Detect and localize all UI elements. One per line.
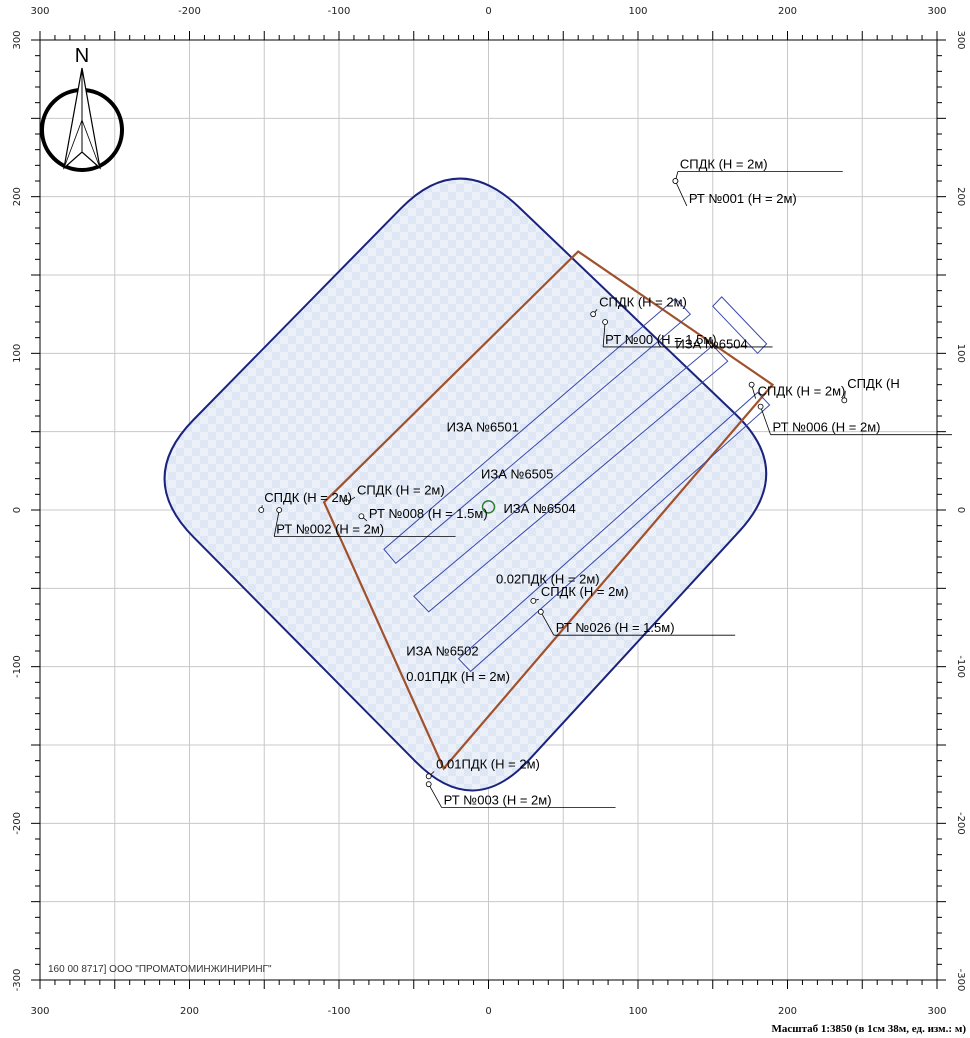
map-label: СПДК (Н = 2м): [758, 384, 846, 399]
axis-label-right: -300: [955, 969, 966, 992]
map-label: ИЗА №6501: [447, 420, 519, 435]
leader-line: [273, 509, 280, 537]
calc-point: [425, 781, 432, 788]
axis-label-bottom: -100: [328, 1006, 351, 1017]
axis-label-bottom: 300: [30, 1006, 49, 1017]
axis-label-right: -200: [955, 812, 966, 835]
axis-label-left: -200: [12, 812, 23, 835]
axis-label-right: 0: [955, 507, 966, 513]
leader-line: [540, 611, 555, 636]
map-label: РТ №00 (Н = 1.5м): [605, 332, 717, 347]
map-labels: СПДК (Н = 2м) РТ №001 (Н = 2м) СПДК (Н = 2…: [258, 156, 952, 808]
axis-label-right: 300: [955, 30, 966, 49]
leader-line: [602, 321, 606, 347]
map-label: СПДК (Н = 2м): [357, 482, 445, 497]
axis-label-top: -200: [178, 6, 201, 17]
emission-source: [457, 391, 771, 673]
map-label: ИЗА №6504: [503, 501, 575, 516]
axis-label-left: -100: [12, 655, 23, 678]
calc-point: [537, 608, 544, 615]
calc-point: [672, 178, 679, 184]
calc-point: [258, 507, 265, 513]
sanitary-zone-outline: [163, 177, 768, 792]
axis-label-left: 0: [12, 507, 23, 513]
calc-point: [748, 381, 755, 388]
calc-point: [841, 397, 848, 404]
map-label: СПДК (Н = 2м): [541, 584, 629, 599]
axis-label-top: 300: [927, 6, 946, 17]
axis-label-bottom: 100: [628, 1006, 647, 1017]
axis-label-bottom: 200: [180, 1006, 199, 1017]
map-label: 0.02ПДК (Н = 2м): [496, 572, 600, 587]
calc-point: [343, 499, 350, 506]
emission-source: [383, 297, 692, 565]
sanitary-zone-pattern: [164, 178, 767, 791]
axis-label-top: -100: [328, 6, 351, 17]
axis-label-top: 300: [30, 6, 49, 17]
calc-point: [358, 513, 365, 520]
map-label: ИЗА №6502: [406, 644, 478, 659]
calc-point: [276, 507, 283, 513]
map-label: РТ №001 (Н = 2м): [689, 191, 797, 206]
emission-source: [413, 344, 729, 613]
marker-point: [481, 500, 496, 514]
calc-point: [602, 319, 609, 325]
axis-label-left: -300: [12, 969, 23, 992]
axis-label-top: 0: [485, 6, 491, 17]
calc-point: [590, 311, 597, 318]
leader-line: [760, 406, 771, 435]
site-boundary: [322, 250, 775, 771]
map-label: СПДК (Н = 2м): [264, 490, 352, 505]
map-label: СПДК (Н = 2м): [680, 156, 768, 171]
axis-label-bottom: 300: [927, 1006, 946, 1017]
map-label: ИЗА №6504: [675, 337, 747, 352]
map-label: РТ №003 (Н = 2м): [444, 793, 552, 808]
calc-point: [530, 597, 537, 604]
axis-label-bottom: 0: [485, 1006, 491, 1017]
sanitary-zone-layer: [163, 177, 775, 792]
compass-icon: N: [40, 45, 124, 172]
calc-point: [425, 773, 432, 780]
map-label: РТ №026 (Н = 1.5м): [556, 620, 675, 635]
calc-point: [757, 403, 764, 410]
axis-label-right: -100: [955, 655, 966, 678]
map-label: 0.01ПДК (Н = 2м): [406, 669, 510, 684]
axis-label-right: 200: [955, 187, 966, 206]
organization-label: 160 00 8717] ООО "ПРОМАТОМИНЖИНИРИНГ": [48, 964, 272, 975]
leader-line: [675, 180, 688, 207]
north-label: N: [75, 45, 89, 67]
axis-label-top: 200: [778, 6, 797, 17]
map-label: СПДК (Н = 2м): [599, 294, 687, 309]
axis-labels: 300 -200 -100 0 100 200 300 300 200 -100 0 100 200 30…: [12, 6, 966, 1017]
map-label: РТ №006 (Н = 2м): [773, 420, 881, 435]
leader-line: [428, 783, 442, 808]
map-label: ИЗА №6505: [481, 467, 553, 482]
axis-label-top: 100: [628, 6, 647, 17]
axis-label-left: 300: [12, 30, 23, 49]
axis-ticks: [31, 31, 946, 989]
map-label: РТ №008 (Н = 1.5м): [369, 506, 488, 521]
axis-label-right: 100: [955, 344, 966, 363]
scale-label: Масштаб 1:3850 (в 1см 38м, ед. изм.: м): [772, 1023, 967, 1035]
emission-source: [712, 296, 768, 355]
map-label: 0.01ПДК (Н = 2м): [436, 757, 540, 772]
axis-label-bottom: 200: [778, 1006, 797, 1017]
map-label: СПДК (Н: [847, 376, 899, 391]
axis-label-left: 100: [12, 344, 23, 363]
axis-label-left: 200: [12, 187, 23, 206]
map-label: РТ №002 (Н = 2м): [276, 522, 384, 537]
